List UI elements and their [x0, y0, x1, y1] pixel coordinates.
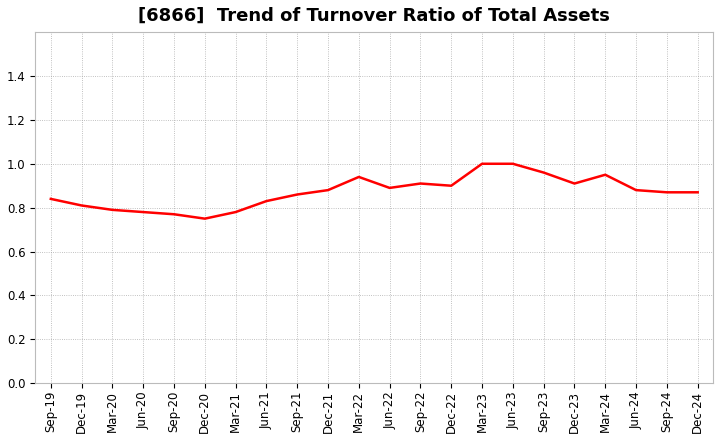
Title: [6866]  Trend of Turnover Ratio of Total Assets: [6866] Trend of Turnover Ratio of Total … [138, 7, 610, 25]
